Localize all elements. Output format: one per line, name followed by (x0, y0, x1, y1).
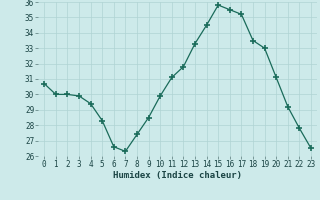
X-axis label: Humidex (Indice chaleur): Humidex (Indice chaleur) (113, 171, 242, 180)
